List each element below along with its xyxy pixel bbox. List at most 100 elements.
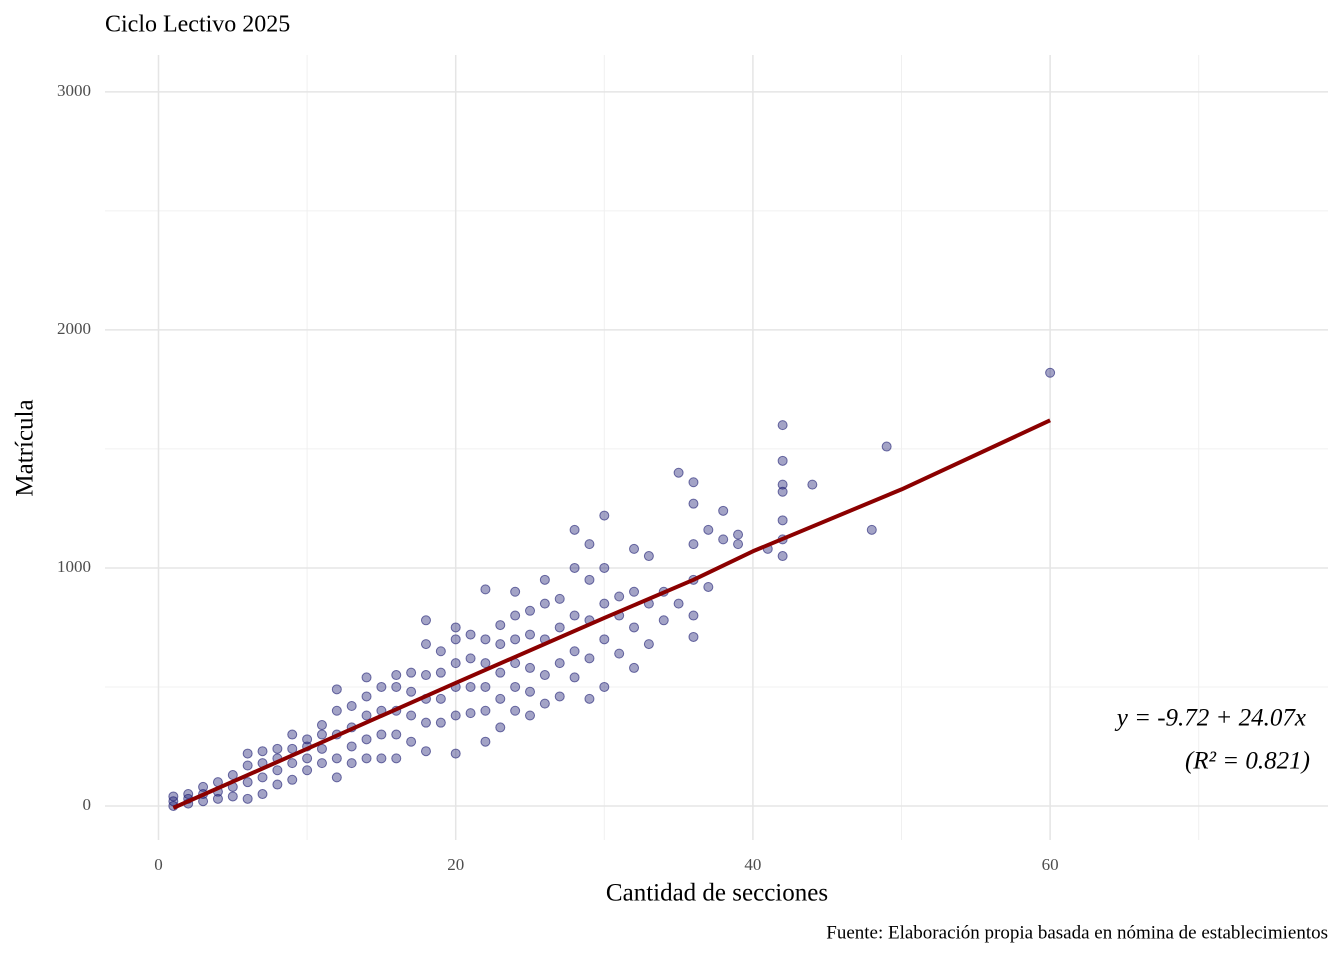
point [480, 634, 491, 645]
trend-line [172, 418, 1051, 810]
point [420, 639, 431, 650]
point [584, 693, 595, 704]
point [525, 710, 536, 721]
y-tick-label: 0 [83, 795, 92, 814]
point [643, 551, 654, 562]
point [510, 610, 521, 621]
point [510, 634, 521, 645]
point [450, 748, 461, 759]
point [629, 586, 640, 597]
point [554, 658, 565, 669]
point [599, 598, 610, 609]
point [703, 524, 714, 535]
point [406, 710, 417, 721]
point [599, 562, 610, 573]
point [733, 529, 744, 540]
point [376, 729, 387, 740]
point [391, 753, 402, 764]
point [807, 479, 818, 490]
point [480, 681, 491, 692]
point [331, 753, 342, 764]
point [420, 615, 431, 626]
point [257, 772, 268, 783]
point [212, 793, 223, 804]
annotation: (R² = 0.821) [1185, 748, 1310, 775]
point [777, 420, 788, 431]
point [658, 615, 669, 626]
point [525, 629, 536, 640]
point [629, 622, 640, 633]
point [287, 729, 298, 740]
point [272, 765, 283, 776]
point [361, 734, 372, 745]
point [718, 534, 729, 545]
point [227, 791, 238, 802]
point [614, 591, 625, 602]
point [525, 605, 536, 616]
point [435, 717, 446, 728]
point [599, 510, 610, 521]
point [866, 524, 877, 535]
point [569, 610, 580, 621]
point [391, 670, 402, 681]
point [465, 629, 476, 640]
point [465, 708, 476, 719]
x-tick-label: 0 [154, 855, 163, 874]
point [584, 653, 595, 664]
point [510, 586, 521, 597]
point [599, 681, 610, 692]
point [242, 760, 253, 771]
point [242, 793, 253, 804]
point [510, 681, 521, 692]
caption: Fuente: Elaboración propia basada en nóm… [826, 922, 1328, 943]
point [450, 622, 461, 633]
point [435, 693, 446, 704]
point [242, 777, 253, 788]
point [361, 710, 372, 721]
point [198, 781, 209, 792]
point [361, 753, 372, 764]
point [703, 581, 714, 592]
point [420, 746, 431, 757]
point [688, 631, 699, 642]
point [450, 658, 461, 669]
point [643, 639, 654, 650]
point [525, 662, 536, 673]
x-tick-label: 60 [1042, 855, 1059, 874]
x-axis-title: Cantidad de secciones [606, 880, 828, 907]
point [257, 746, 268, 757]
point [495, 639, 506, 650]
point [361, 691, 372, 702]
point [629, 543, 640, 554]
point [539, 598, 550, 609]
y-tick-label: 1000 [57, 557, 91, 576]
point [599, 634, 610, 645]
point [525, 686, 536, 697]
point [673, 598, 684, 609]
point [688, 610, 699, 621]
point [480, 705, 491, 716]
point [569, 672, 580, 683]
point [168, 791, 179, 802]
point [718, 505, 729, 516]
point [495, 722, 506, 733]
point [316, 758, 327, 769]
marks [168, 367, 1056, 811]
x-tick-label: 20 [447, 855, 464, 874]
point [777, 455, 788, 466]
y-axis-title: Matrícula [12, 399, 39, 496]
point [183, 789, 194, 800]
point [495, 693, 506, 704]
point [450, 634, 461, 645]
point [480, 584, 491, 595]
point [406, 667, 417, 678]
point [777, 486, 788, 497]
point [539, 574, 550, 585]
point [406, 736, 417, 747]
point [777, 551, 788, 562]
point [302, 753, 313, 764]
point [406, 686, 417, 697]
point [331, 684, 342, 695]
point [391, 681, 402, 692]
point [272, 779, 283, 790]
